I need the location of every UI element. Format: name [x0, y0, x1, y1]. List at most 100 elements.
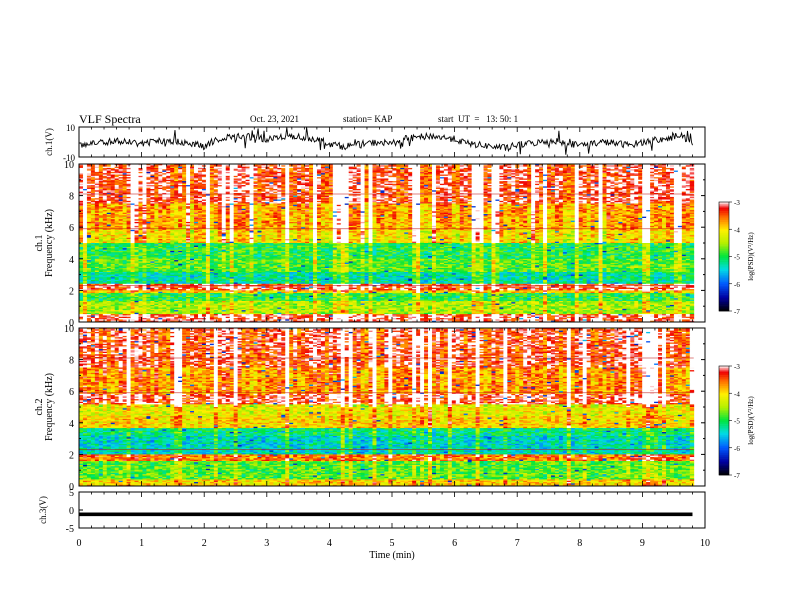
- ch1-spectrogram-cell: [281, 164, 286, 166]
- ch1-spectrogram-cell: [134, 174, 139, 177]
- ch1-spectrogram-cell: [630, 165, 635, 168]
- ch1-spectrogram-cell: [138, 175, 143, 178]
- ch1-spectrogram-cell: [209, 167, 215, 170]
- ch1-spectrogram-cell: [110, 166, 116, 169]
- ch1-spectrogram-cell: [253, 174, 258, 177]
- ch1-spectrogram-cell: [344, 165, 350, 168]
- ch1-spectrogram-cell: [158, 171, 163, 174]
- ch1-spectrogram-cell: [416, 173, 421, 175]
- ch1-spectrogram-cell: [162, 174, 167, 177]
- ch1-spectrogram-cell: [618, 170, 623, 173]
- ch1-spectrogram-cell: [459, 169, 465, 171]
- ch1-spectrogram-cell: [110, 164, 116, 166]
- ch1-spectrogram-cell: [126, 169, 131, 171]
- ch1-spectrogram-cell: [332, 166, 338, 169]
- ch1-spectrogram-cell: [404, 166, 409, 169]
- ch1-spectrogram-cell: [182, 164, 187, 166]
- ch1-spectrogram-cell: [519, 166, 524, 169]
- ch1-spectrogram-cell: [535, 165, 540, 168]
- ch1-spectrogram-cell: [372, 166, 377, 169]
- ch1-spectrogram-cell: [543, 174, 548, 177]
- ch1-spectrogram-cell: [221, 166, 227, 169]
- ch1-spectrogram-cell: [554, 171, 560, 174]
- ch1-spectrogram-cell: [170, 169, 175, 171]
- ch1-spectrogram-cell: [106, 174, 112, 177]
- ch1-spectrogram-cell: [114, 167, 120, 170]
- ch1-spectrogram-cell: [376, 169, 381, 171]
- ch1-spectrogram-cell: [412, 174, 417, 177]
- ch1-spectrogram-cell: [654, 173, 659, 175]
- ch1-spectrogram-cell: [233, 169, 239, 171]
- ch1-spectrogram-cell: [261, 173, 266, 175]
- ch1-spectrogram-cell: [110, 165, 116, 168]
- ch1-spectrogram-cell: [332, 165, 338, 168]
- ch1-spectrogram-cell: [225, 167, 231, 170]
- ch1-spectrogram-cell: [217, 169, 223, 171]
- ch1-spectrogram-cell: [265, 173, 270, 175]
- ch1-spectrogram-cell: [495, 167, 500, 170]
- ch1-spectrogram-cell: [186, 166, 191, 169]
- ch1-spectrogram-cell: [495, 170, 500, 173]
- ch1-spectrogram-cell: [594, 170, 599, 173]
- ch1-spectrogram-cell: [316, 171, 322, 174]
- ch1-spectrogram-cell: [301, 170, 306, 173]
- ch1-spectrogram-cell: [94, 174, 100, 177]
- ch1-spectrogram-cell: [642, 166, 647, 169]
- ch1-spectrogram-cell: [289, 167, 294, 170]
- ch1-spectrogram-cell: [194, 170, 199, 173]
- ch1-spectrogram-cell: [550, 165, 556, 168]
- ch1-spectrogram-cell: [610, 169, 615, 171]
- ch1-spectrogram-cell: [118, 166, 124, 169]
- ch1-spectrogram-cell: [519, 164, 524, 166]
- ch1-spectrogram-cell: [554, 173, 560, 175]
- ch1-spectrogram-cell: [428, 174, 433, 177]
- ch1-spectrogram-cell: [305, 170, 310, 173]
- ch1-spectrogram-cell: [582, 167, 588, 170]
- ch1-spectrogram-cell: [376, 165, 381, 168]
- ch1-spectrogram-cell: [495, 166, 500, 169]
- ch1-spectrogram-cell: [217, 171, 223, 174]
- ch1-spectrogram-cell: [233, 167, 239, 170]
- ch1-spectrogram-cell: [356, 171, 361, 174]
- ch1-spectrogram-image: [79, 164, 695, 323]
- ch1-spectrogram-cell: [396, 167, 401, 170]
- ch1-spectrogram-cell: [455, 167, 461, 170]
- ch1-spectrogram-cell: [546, 169, 552, 171]
- ch1-spectrogram-cell: [499, 165, 504, 168]
- ch1-spectrogram-cell: [511, 165, 516, 168]
- ch1-spectrogram-cell: [681, 170, 687, 173]
- ch1-spectrogram-cell: [515, 169, 520, 171]
- ch1-spectrogram-cell: [642, 164, 647, 166]
- ch1-spectrogram-cell: [499, 174, 504, 177]
- ch1-spectrogram-cell: [122, 175, 127, 178]
- ch1-spectrogram-cell: [360, 173, 365, 175]
- ch1-spectrogram-cell: [527, 171, 532, 174]
- ch1-spectrogram-cell: [428, 164, 433, 166]
- ch1-spectrogram-cell: [102, 166, 108, 169]
- ch1-spectrogram-cell: [574, 166, 580, 169]
- ch1-spectrogram-cell: [396, 166, 401, 169]
- ch1-spectrogram-cell: [269, 165, 274, 168]
- ch1-spectrogram-cell: [539, 165, 544, 168]
- ch1-spectrogram-cell: [677, 169, 683, 171]
- ch1-spectrogram-cell: [614, 174, 619, 177]
- ch1-spectrogram-cell: [249, 166, 254, 169]
- ch1-spectrogram-cell: [435, 165, 441, 168]
- ch1-spectrogram-cell: [301, 171, 306, 174]
- ch1-spectrogram-cell: [435, 171, 441, 174]
- ch1-spectrogram-cell: [138, 173, 143, 175]
- ch1-spectrogram-cell: [142, 166, 147, 169]
- ch1-spectrogram-cell: [237, 174, 243, 177]
- ch1-spectrogram-cell: [642, 173, 647, 175]
- ch1-spectrogram-cell: [356, 164, 361, 166]
- ch1-spectrogram-cell: [642, 171, 647, 174]
- ch1-spectrogram-cell: [590, 171, 595, 174]
- ch1-spectrogram-cell: [118, 164, 124, 166]
- ch1-spectrogram-cell: [558, 164, 564, 166]
- ch1-spectrogram-cell: [479, 170, 484, 173]
- ch1-spectrogram-cell: [451, 174, 457, 177]
- ch1-spectrogram-cell: [221, 165, 227, 168]
- ch1-spectrogram-cell: [594, 165, 599, 168]
